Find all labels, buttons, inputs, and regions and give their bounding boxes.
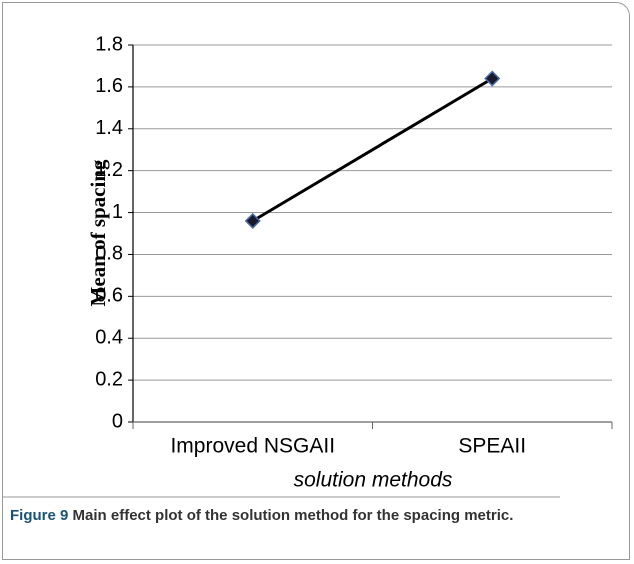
y-tick-label: 1.6 <box>95 75 123 97</box>
caption-label: Figure 9 <box>10 507 69 524</box>
y-axis-label: Mean of spacing <box>86 159 110 307</box>
y-tick-label: 1.4 <box>95 117 123 139</box>
caption: Figure 9 Main effect plot of the solutio… <box>10 505 580 527</box>
y-tick-label: 0.2 <box>95 368 123 390</box>
y-tick-label: 0.8 <box>95 243 123 265</box>
y-tick-label: 1.8 <box>95 33 123 55</box>
line <box>251 77 494 223</box>
marker <box>484 70 501 87</box>
x-axis-label: solution methods <box>294 469 453 492</box>
x-tick-label: Improved NSGAII <box>170 435 335 458</box>
y-tick-label: 0.4 <box>95 327 123 349</box>
x-tick-label: SPEAII <box>458 435 526 458</box>
frame <box>2 2 630 560</box>
y-tick-label: 1 <box>112 201 123 223</box>
y-tick-label: 0.6 <box>95 285 123 307</box>
caption-text: Main effect plot of the solution method … <box>72 507 514 524</box>
y-tick-label: 1.2 <box>95 159 123 181</box>
chart: Mean of spacing solution methods 0 0.2 0.4… <box>2 33 613 498</box>
y-tick-label: 0 <box>112 410 123 432</box>
marker <box>244 212 261 229</box>
